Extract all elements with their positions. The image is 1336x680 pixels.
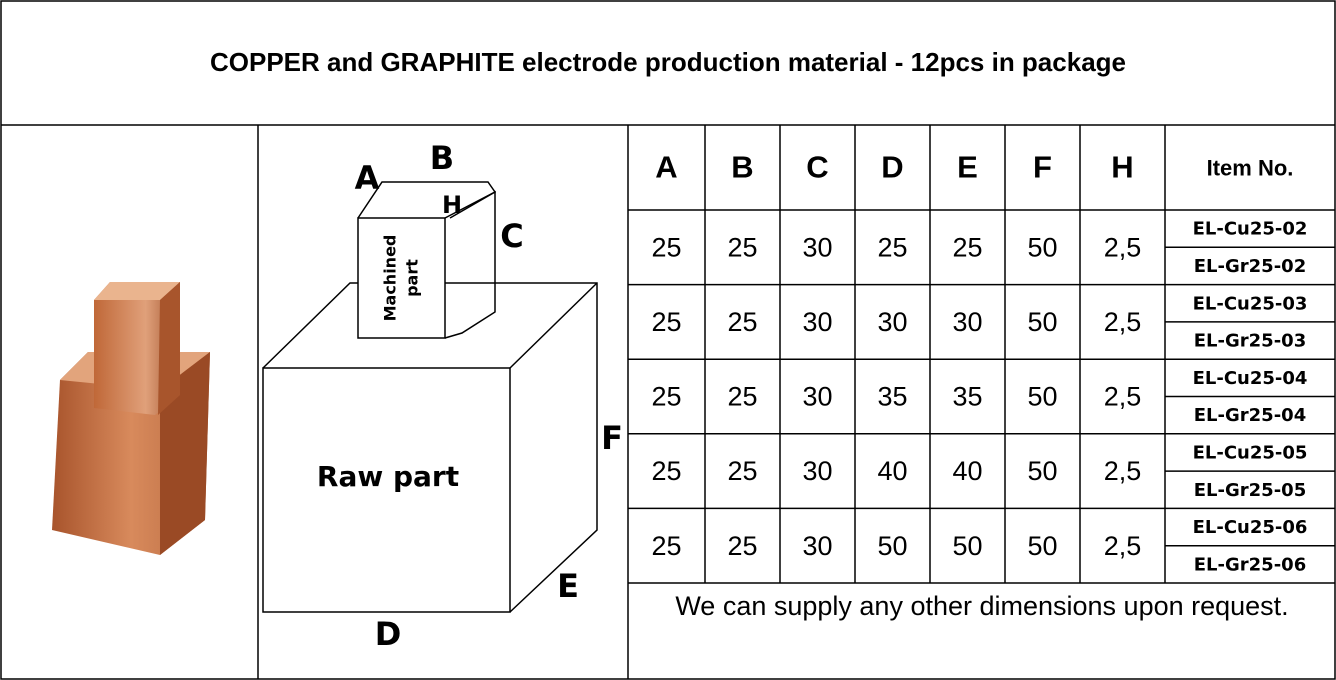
cell-value: 30 (802, 531, 832, 561)
item-no: EL-Cu25-03 (1193, 293, 1308, 314)
cell-value: 50 (1027, 232, 1057, 262)
item-no: EL-Gr25-06 (1194, 554, 1306, 575)
item-no: EL-Gr25-03 (1194, 331, 1306, 352)
cell-value: 30 (802, 232, 832, 262)
header: H (1111, 150, 1133, 185)
cell-value: 50 (1027, 307, 1057, 337)
item-no: EL-Cu25-02 (1193, 219, 1308, 240)
cell-value: 35 (877, 382, 907, 412)
item-no: EL-Cu25-06 (1193, 517, 1308, 538)
cell-value: 25 (727, 456, 757, 486)
label-c: C (500, 217, 523, 255)
machined-line: Machined (381, 235, 400, 322)
cell-value: 25 (877, 232, 907, 262)
cell-value: 2,5 (1104, 307, 1142, 337)
header: F (1033, 150, 1052, 185)
cell-value: 25 (651, 382, 681, 412)
cell-value: 30 (802, 307, 832, 337)
title: COPPER and GRAPHITE electrode production… (210, 47, 1126, 77)
header: Item No. (1207, 155, 1294, 180)
label-f: F (601, 419, 623, 457)
label-e: E (557, 567, 579, 605)
item-no: EL-Gr25-02 (1194, 256, 1306, 277)
cell-value: 25 (651, 456, 681, 486)
cell-value: 50 (877, 531, 907, 561)
header: E (957, 150, 978, 185)
cell-value: 50 (1027, 531, 1057, 561)
cell-value: 25 (727, 531, 757, 561)
header: D (881, 150, 903, 185)
cell-value: 40 (952, 456, 982, 486)
machined-label: Machined part (381, 235, 422, 322)
item-no: EL-Cu25-04 (1193, 368, 1308, 389)
cell-value: 30 (802, 456, 832, 486)
label-h: H (442, 191, 462, 219)
cell-value: 40 (877, 456, 907, 486)
cell-value: 35 (952, 382, 982, 412)
cell-value: 25 (651, 307, 681, 337)
cell-value: 2,5 (1104, 382, 1142, 412)
item-no: EL-Gr25-05 (1194, 480, 1306, 501)
item-no: EL-Gr25-04 (1194, 405, 1306, 426)
cell-value: 30 (877, 307, 907, 337)
cell-value: 50 (1027, 382, 1057, 412)
cell-value: 25 (727, 307, 757, 337)
label-a: A (355, 159, 380, 197)
header: B (731, 150, 753, 185)
cell-value: 25 (651, 531, 681, 561)
machined-line: part (403, 259, 422, 297)
cell-value: 50 (952, 531, 982, 561)
label-b: B (430, 139, 454, 177)
label-d: D (375, 615, 402, 653)
cell-value: 25 (952, 232, 982, 262)
cell-value: 2,5 (1104, 456, 1142, 486)
cell-value: 2,5 (1104, 531, 1142, 561)
note: We can supply any other dimensions upon … (675, 591, 1289, 621)
item-no: EL-Cu25-05 (1193, 442, 1308, 463)
cell-value: 30 (802, 382, 832, 412)
cell-value: 2,5 (1104, 232, 1142, 262)
cell-value: 25 (651, 232, 681, 262)
cell-value: 25 (727, 232, 757, 262)
cell-value: 25 (727, 382, 757, 412)
label-raw: Raw part (317, 460, 459, 493)
diagram (262, 181, 598, 613)
cell-value: 50 (1027, 456, 1057, 486)
cell-value: 30 (952, 307, 982, 337)
header: C (806, 150, 828, 185)
photo (52, 282, 210, 555)
header: A (655, 150, 677, 185)
